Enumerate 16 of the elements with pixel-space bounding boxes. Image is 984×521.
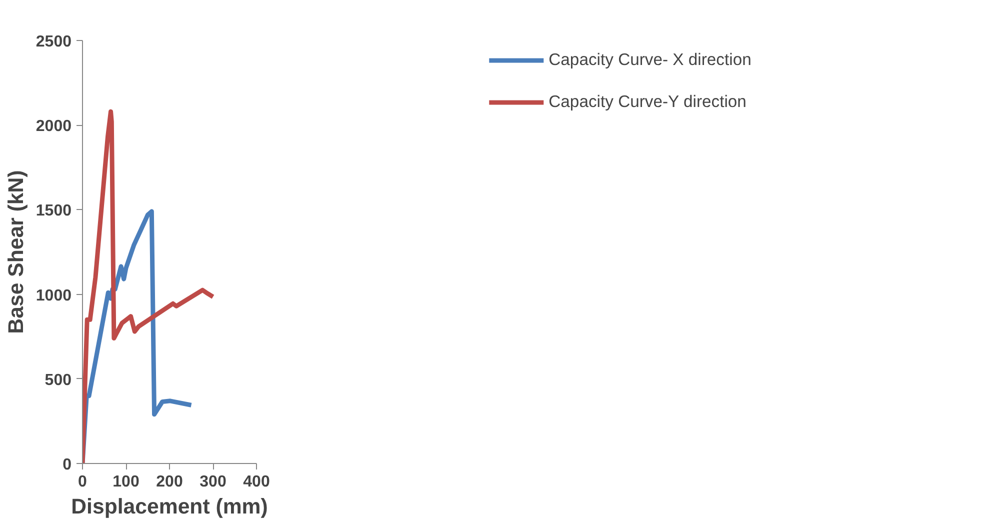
y-tick-label: 0 <box>62 456 72 474</box>
x-tick-label: 100 <box>112 474 140 490</box>
x-tick-label: 0 <box>78 474 88 490</box>
x-tick-label: 200 <box>156 474 183 490</box>
x-tick-label: 400 <box>243 474 270 490</box>
y-axis-title: Base Shear (kN) <box>4 170 28 334</box>
x-tick-label: 300 <box>200 474 226 490</box>
y-tick-label: 2500 <box>36 34 72 50</box>
legend-label: Capacity Curve- X direction <box>548 50 752 70</box>
y-tick-label: 1000 <box>36 287 72 304</box>
line-series <box>82 109 216 464</box>
x-axis-title: Displacement (mm) <box>71 494 268 518</box>
y-tick-label: 500 <box>44 372 72 389</box>
legend-label: Capacity Curve-Y direction <box>548 92 746 112</box>
y-tick-label: 1500 <box>36 202 72 220</box>
y-tick-label: 2000 <box>36 118 72 136</box>
